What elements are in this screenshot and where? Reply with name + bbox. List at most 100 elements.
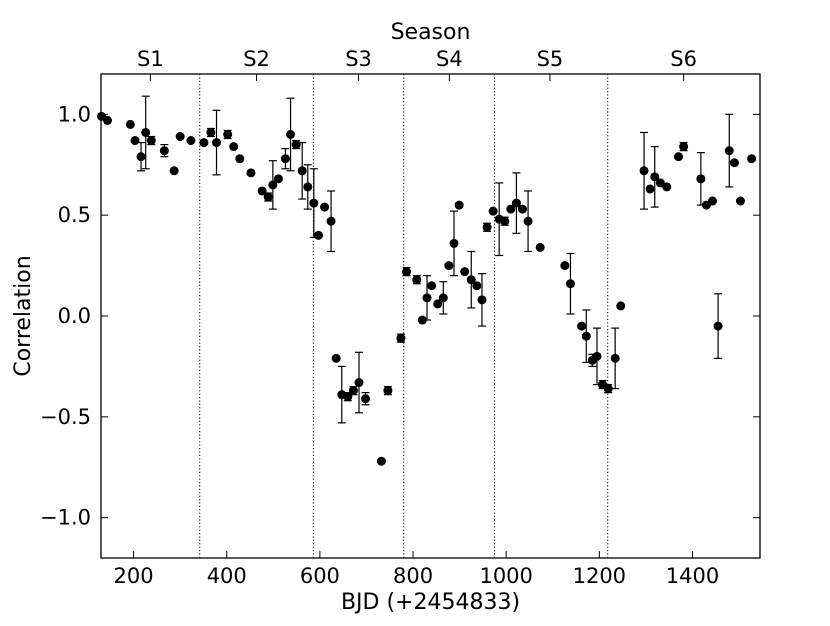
x-tick-label: 200 xyxy=(114,564,154,588)
season-label: S1 xyxy=(137,47,164,71)
data-point xyxy=(376,456,386,466)
data-point xyxy=(354,378,364,388)
data-point xyxy=(639,166,649,176)
data-point xyxy=(454,200,464,210)
data-point xyxy=(449,238,459,248)
data-point xyxy=(438,293,448,303)
data-point xyxy=(724,146,734,156)
data-point xyxy=(500,216,510,226)
data-point xyxy=(713,321,723,331)
data-point xyxy=(211,138,221,148)
data-point xyxy=(417,315,427,325)
data-point xyxy=(482,222,492,232)
y-tick-label: 0.0 xyxy=(58,304,91,328)
season-label: S6 xyxy=(670,47,697,71)
y-tick-label: 1.0 xyxy=(58,102,91,126)
data-point xyxy=(309,198,319,208)
y-tick-label: −1.0 xyxy=(40,506,91,530)
data-point xyxy=(402,267,412,277)
data-point xyxy=(412,275,422,285)
data-point xyxy=(747,154,757,164)
x-tick-label: 1200 xyxy=(573,564,626,588)
data-point xyxy=(291,140,301,150)
data-point xyxy=(280,154,290,164)
season-boundary-lines xyxy=(199,74,609,558)
data-point xyxy=(199,138,209,148)
data-point xyxy=(523,216,533,226)
data-point xyxy=(141,127,151,137)
season-label: S4 xyxy=(436,47,463,71)
data-point xyxy=(229,142,239,152)
data-point xyxy=(343,392,353,402)
data-point xyxy=(206,127,216,137)
data-point xyxy=(175,132,185,142)
data-point xyxy=(729,158,739,168)
top-axis-label: Season xyxy=(391,20,471,45)
data-point xyxy=(466,275,476,285)
y-tick-label: 0.5 xyxy=(58,203,91,227)
season-label: S3 xyxy=(345,47,372,71)
data-point xyxy=(592,351,602,361)
data-point xyxy=(673,152,683,162)
data-point xyxy=(186,136,196,146)
data-point xyxy=(130,136,140,146)
data-point xyxy=(565,279,575,289)
data-point xyxy=(361,394,371,404)
data-point xyxy=(433,299,443,309)
x-tick-label: 1000 xyxy=(479,564,532,588)
data-point xyxy=(326,216,336,226)
data-point xyxy=(511,198,521,208)
data-point xyxy=(235,154,245,164)
data-point xyxy=(273,174,283,184)
data-point xyxy=(103,115,113,125)
data-point xyxy=(396,333,406,343)
data-point xyxy=(427,281,437,291)
data-point xyxy=(444,261,454,271)
season-label: S2 xyxy=(243,47,270,71)
x-tick-label: 1400 xyxy=(666,564,719,588)
data-points xyxy=(96,111,757,466)
data-point xyxy=(560,261,570,271)
y-tick-label: −0.5 xyxy=(40,405,91,429)
data-point xyxy=(735,196,745,206)
data-point xyxy=(383,386,393,396)
data-point xyxy=(159,146,169,156)
data-point xyxy=(460,267,470,277)
data-point xyxy=(313,230,323,240)
data-point xyxy=(650,172,660,182)
data-point xyxy=(146,136,156,146)
data-point xyxy=(263,192,273,202)
data-point xyxy=(169,166,179,176)
data-point xyxy=(679,142,689,152)
axis-ticks xyxy=(101,74,760,558)
data-point xyxy=(662,182,672,192)
data-point xyxy=(535,242,545,252)
data-point xyxy=(331,353,341,363)
x-axis-label: BJD (+2454833) xyxy=(341,590,520,615)
data-point xyxy=(246,168,256,178)
data-point xyxy=(696,174,706,184)
data-point xyxy=(472,281,482,291)
data-point xyxy=(477,295,487,305)
data-point xyxy=(136,152,146,162)
x-tick-label: 800 xyxy=(393,564,433,588)
data-point xyxy=(422,293,432,303)
data-point xyxy=(257,186,267,196)
y-axis-label: Correlation xyxy=(11,255,36,376)
data-point xyxy=(286,130,296,139)
data-point xyxy=(655,178,665,188)
data-point xyxy=(268,180,278,190)
tick-labels: 200 400 600 800 1000 1200 1400 1.0 0.5 0.0 −0.5 −1.… xyxy=(40,47,719,588)
data-point xyxy=(610,353,620,363)
data-point xyxy=(707,196,717,206)
data-point xyxy=(125,119,135,129)
data-point xyxy=(577,321,587,331)
error-bars xyxy=(137,95,734,424)
data-point xyxy=(223,130,233,139)
data-point xyxy=(348,386,358,396)
data-point xyxy=(297,166,307,176)
data-point xyxy=(645,184,655,194)
data-point xyxy=(320,202,330,212)
x-tick-label: 600 xyxy=(300,564,340,588)
